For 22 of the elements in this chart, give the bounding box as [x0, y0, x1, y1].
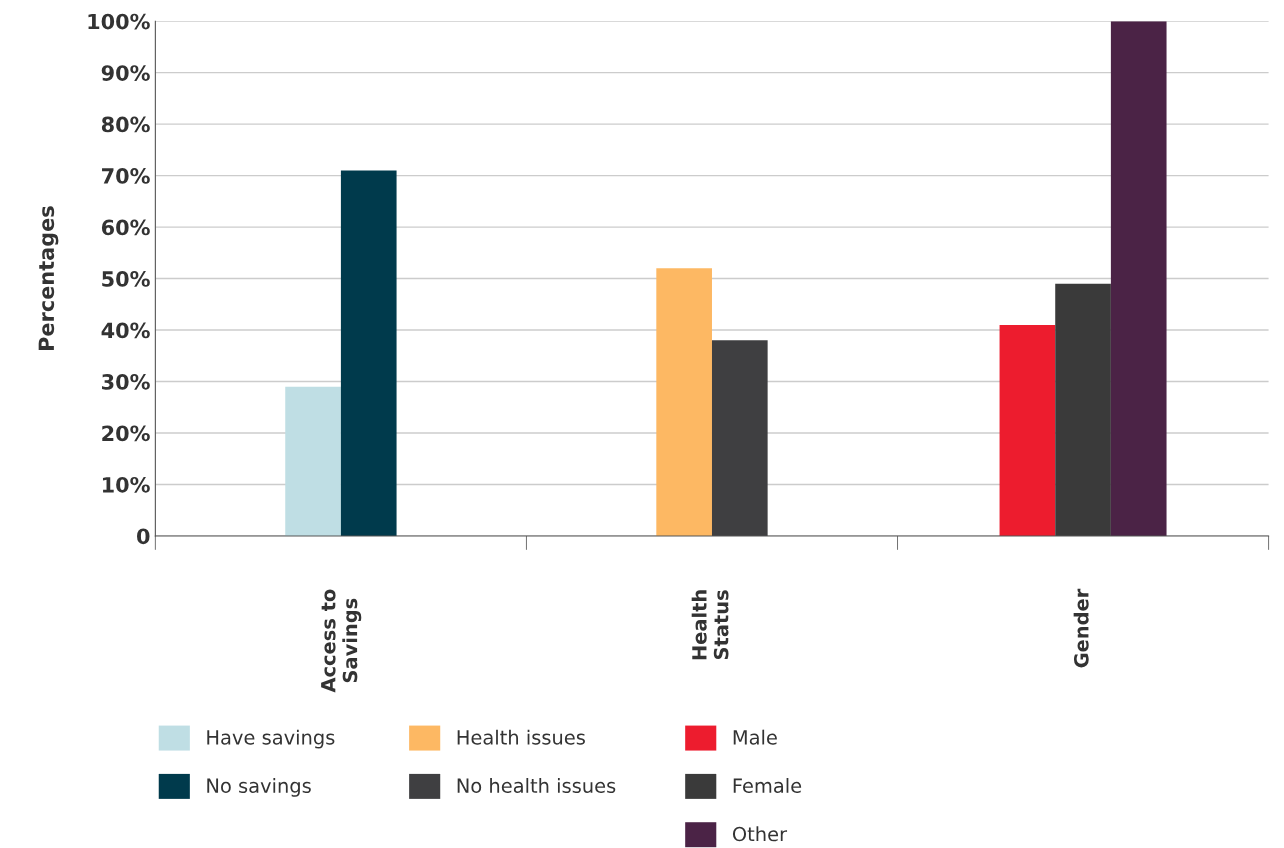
y-tick-label: 80% — [101, 116, 150, 133]
y-tick-label: 30% — [102, 373, 150, 390]
y-tick-label: 70% — [102, 168, 150, 184]
x-tick-label: Gender — [1073, 588, 1089, 668]
y-axis-title: Percentages — [38, 206, 59, 350]
legend-label: No health issues — [457, 777, 616, 794]
legend-label: Have savings — [207, 729, 335, 749]
y-tick-label: 50% — [102, 271, 150, 287]
y-tick-label: 20% — [102, 425, 150, 442]
legend-label: Other — [732, 826, 788, 842]
y-tick-label: 10% — [102, 476, 150, 493]
legend-label: No savings — [207, 777, 311, 797]
y-tick-label: 40% — [101, 322, 150, 339]
x-tick-label: Access to Savings — [321, 589, 362, 693]
y-tick-label: 0 — [137, 528, 150, 545]
y-tick-label: 90% — [101, 65, 150, 81]
legend-label: Health issues — [457, 729, 585, 745]
y-tick-label: 100% — [88, 13, 150, 30]
x-tick-label: Health Status — [691, 590, 729, 660]
legend-label: Male — [733, 729, 777, 745]
legend-label: Female — [733, 777, 802, 794]
y-tick-label: 60% — [101, 219, 150, 236]
